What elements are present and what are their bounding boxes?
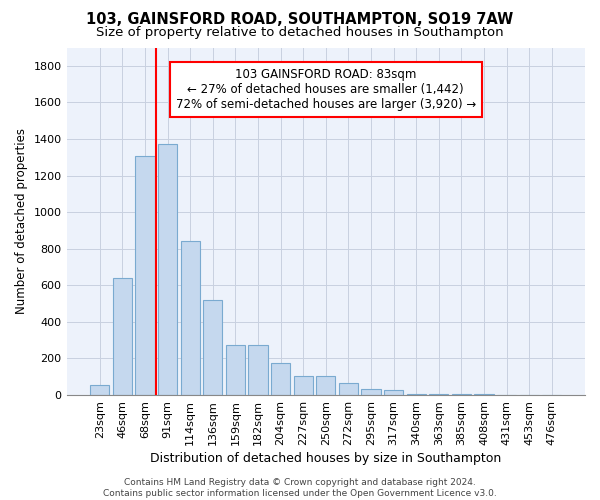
Bar bbox=[158, 144, 177, 395]
X-axis label: Distribution of detached houses by size in Southampton: Distribution of detached houses by size … bbox=[150, 452, 502, 465]
Bar bbox=[271, 363, 290, 395]
Bar bbox=[452, 394, 471, 395]
Text: 103, GAINSFORD ROAD, SOUTHAMPTON, SO19 7AW: 103, GAINSFORD ROAD, SOUTHAMPTON, SO19 7… bbox=[86, 12, 514, 28]
Bar bbox=[293, 376, 313, 395]
Bar bbox=[497, 394, 516, 395]
Text: Size of property relative to detached houses in Southampton: Size of property relative to detached ho… bbox=[96, 26, 504, 39]
Bar bbox=[429, 394, 448, 395]
Bar bbox=[136, 156, 155, 395]
Text: 103 GAINSFORD ROAD: 83sqm
← 27% of detached houses are smaller (1,442)
72% of se: 103 GAINSFORD ROAD: 83sqm ← 27% of detac… bbox=[176, 68, 476, 112]
Bar bbox=[475, 394, 494, 395]
Bar bbox=[181, 242, 200, 395]
Bar bbox=[316, 376, 335, 395]
Text: Contains HM Land Registry data © Crown copyright and database right 2024.
Contai: Contains HM Land Registry data © Crown c… bbox=[103, 478, 497, 498]
Bar bbox=[248, 345, 268, 395]
Bar bbox=[384, 390, 403, 395]
Bar bbox=[113, 278, 132, 395]
Bar bbox=[407, 394, 426, 395]
Bar bbox=[90, 385, 109, 395]
Bar bbox=[203, 300, 223, 395]
Bar bbox=[361, 388, 380, 395]
Bar bbox=[339, 383, 358, 395]
Bar bbox=[226, 345, 245, 395]
Y-axis label: Number of detached properties: Number of detached properties bbox=[15, 128, 28, 314]
